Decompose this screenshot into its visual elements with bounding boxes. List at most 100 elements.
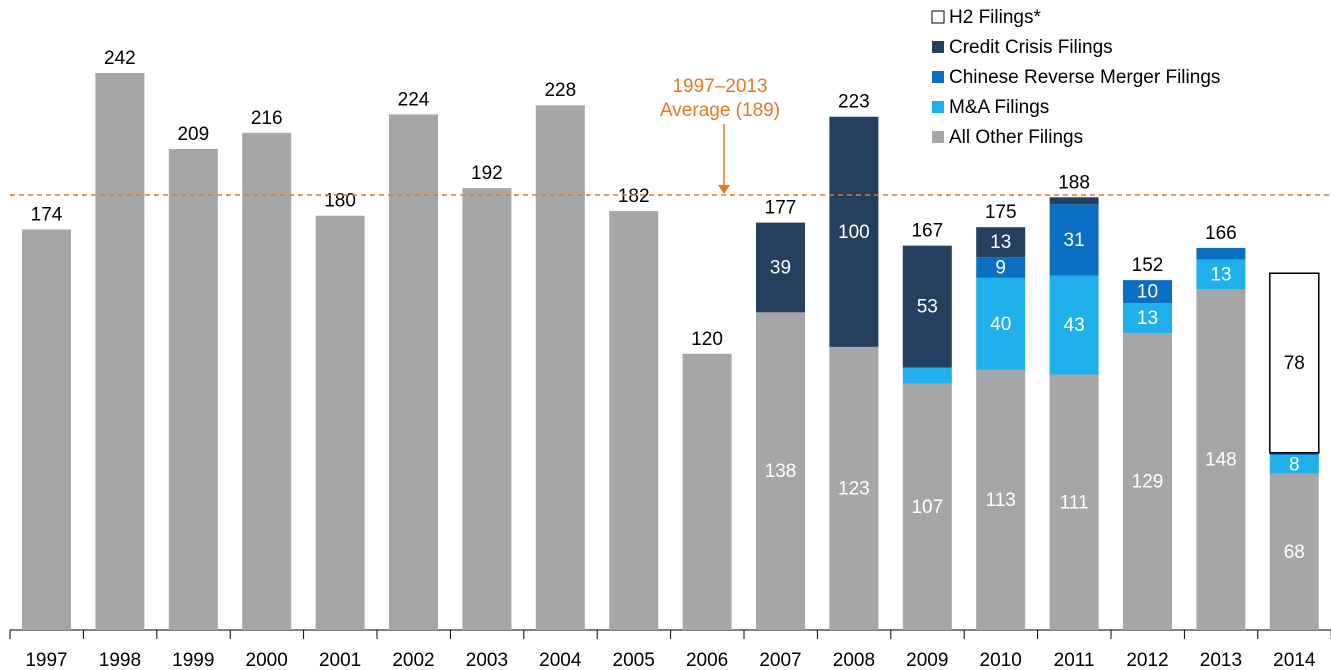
legend-swatch [931,10,945,24]
legend-swatch [932,131,944,143]
segment-label: 138 [765,461,797,482]
segment-label: 39 [770,258,791,279]
average-arrowhead [718,184,730,194]
total-label: 223 [838,92,870,113]
bar-segment [1269,272,1320,454]
bar-segment [1049,374,1099,630]
segment-label: 68 [1284,542,1305,563]
x-tick-label: 2008 [833,650,875,670]
segment-label: 43 [1064,315,1085,336]
bar-segment [1049,197,1099,205]
segment-label: 9 [995,258,1006,279]
bar-segment [902,383,952,630]
average-label: 1997–2013 [672,76,767,97]
segment-label: 123 [838,478,870,499]
x-tick-label: 1997 [25,650,67,670]
x-tick-label: 2010 [980,650,1022,670]
x-tick-label: 2007 [759,650,801,670]
total-label: 175 [985,202,1017,223]
bar-segment [902,245,952,368]
bar-segment [1049,275,1099,375]
bar-segment [242,132,292,631]
x-tick-label: 2011 [1054,650,1095,670]
total-label: 180 [324,191,356,212]
x-tick-label: 2000 [246,650,288,670]
bar-segment [609,211,659,630]
segment-label: 100 [838,222,870,243]
bar-segment [462,188,512,630]
bar-segment [1196,247,1246,260]
total-label: 188 [1058,172,1090,193]
bar-segment [315,215,365,630]
segment-label: 107 [911,497,943,518]
x-tick-label: 1998 [99,650,141,670]
x-tick-label: 2002 [392,650,434,670]
bar-segment [389,114,438,630]
bar-segment [976,227,1026,258]
segment-label: 13 [990,232,1011,253]
x-tick-label: 2001 [319,650,361,670]
segment-label: 111 [1060,492,1089,513]
bar-segment [22,229,71,630]
segment-label: 31 [1064,230,1085,251]
bar-segment [1269,473,1319,630]
bar-segment [976,369,1026,630]
bar-segment [1123,280,1172,304]
x-tick-label: 1999 [172,650,214,670]
legend-label: All Other Filings [949,127,1083,148]
x-tick-label: 2004 [539,650,582,670]
bar-segment [829,116,879,347]
legend-label: H2 Filings* [949,7,1041,28]
segment-label: 129 [1132,472,1164,493]
x-tick-label: 2014 [1273,650,1316,670]
total-label: 174 [31,205,63,226]
x-tick-label: 2005 [613,650,655,670]
legend-label: M&A Filings [949,97,1049,118]
total-label: 167 [911,221,943,242]
bar-segment [1196,259,1246,290]
total-label: 216 [251,108,283,129]
total-label: 192 [471,163,503,184]
bar-segment [756,312,805,630]
legend-swatch [932,71,944,83]
total-label: 166 [1205,223,1237,244]
segment-label: 53 [917,297,938,318]
x-tick-label: 2003 [466,650,508,670]
legend-label: Credit Crisis Filings [949,37,1113,58]
total-label: 224 [398,89,430,110]
x-tick-label: 2006 [686,650,728,670]
bar-segment [682,353,732,630]
bar-segment [535,105,585,630]
total-label: 242 [104,48,136,69]
x-tick-label: 2013 [1200,650,1242,670]
bar-segment [829,346,879,630]
legend-swatch [932,101,944,113]
legend-label: Chinese Reverse Merger Filings [949,67,1220,88]
total-label: 228 [544,80,576,101]
bar-segment [95,73,145,630]
bar-segment [756,222,805,313]
bar-segment [1269,452,1319,456]
x-tick-label: 2012 [1126,650,1168,670]
total-label: 120 [691,329,723,350]
bar-segment [1123,303,1172,334]
bar-segment [1123,333,1172,630]
total-label: 152 [1132,255,1164,276]
segment-label: 13 [1210,264,1231,285]
segment-label: 78 [1284,353,1305,374]
total-label: 177 [765,198,797,219]
bar-segment [1269,455,1319,474]
segment-label: 113 [986,490,1016,511]
segment-label: 148 [1205,450,1237,471]
bar-segment [1049,204,1099,276]
total-label: 182 [618,186,650,207]
segment-label: 13 [1137,308,1158,329]
x-tick-label: 2009 [906,650,948,670]
average-label: Average (189) [660,100,780,121]
bar-segment [976,277,1026,370]
segment-label: 10 [1137,282,1158,303]
bar-segment [902,367,952,384]
bar-segment [168,148,218,631]
bar-segment [1196,289,1246,630]
